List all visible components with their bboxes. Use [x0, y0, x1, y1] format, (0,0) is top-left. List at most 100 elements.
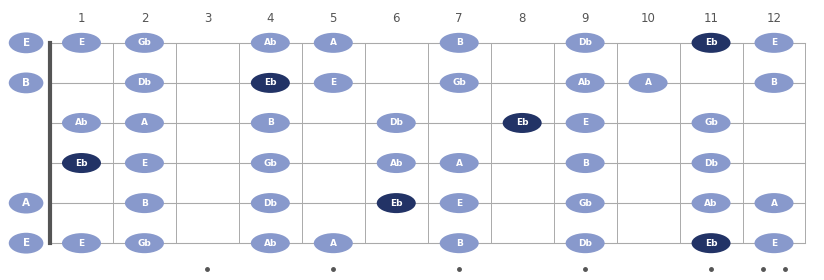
Text: E: E [456, 199, 462, 207]
Ellipse shape [755, 233, 794, 253]
Ellipse shape [250, 33, 290, 53]
Text: B: B [456, 38, 462, 47]
Text: 7: 7 [456, 12, 463, 25]
Ellipse shape [250, 113, 290, 133]
Ellipse shape [565, 33, 605, 53]
Ellipse shape [377, 113, 416, 133]
Text: E: E [22, 238, 30, 248]
Text: E: E [78, 239, 85, 248]
Text: Eb: Eb [75, 158, 87, 167]
Text: Ab: Ab [705, 199, 718, 207]
Text: E: E [771, 239, 777, 248]
Ellipse shape [440, 73, 479, 93]
Text: Eb: Eb [705, 239, 718, 248]
Text: 1: 1 [77, 12, 85, 25]
Ellipse shape [125, 73, 164, 93]
Text: B: B [582, 158, 588, 167]
Text: 12: 12 [766, 12, 781, 25]
Ellipse shape [691, 233, 731, 253]
Text: Eb: Eb [516, 118, 528, 127]
Ellipse shape [440, 233, 479, 253]
Ellipse shape [377, 193, 416, 213]
Ellipse shape [9, 233, 44, 254]
Ellipse shape [565, 73, 605, 93]
Ellipse shape [565, 113, 605, 133]
Text: Gb: Gb [138, 239, 152, 248]
Ellipse shape [565, 153, 605, 173]
Text: Eb: Eb [265, 78, 277, 87]
Ellipse shape [250, 153, 290, 173]
Text: Gb: Gb [138, 38, 152, 47]
Ellipse shape [377, 153, 416, 173]
Ellipse shape [755, 73, 794, 93]
Ellipse shape [314, 73, 353, 93]
Ellipse shape [440, 193, 479, 213]
Text: 9: 9 [582, 12, 589, 25]
Text: E: E [771, 38, 777, 47]
Ellipse shape [565, 233, 605, 253]
Text: A: A [644, 78, 652, 87]
Ellipse shape [250, 73, 290, 93]
Text: B: B [456, 239, 462, 248]
Text: E: E [142, 158, 147, 167]
Text: A: A [770, 199, 778, 207]
Text: Ab: Ab [390, 158, 403, 167]
Text: 8: 8 [518, 12, 526, 25]
Text: A: A [22, 198, 30, 208]
Text: Db: Db [705, 158, 718, 167]
Text: A: A [330, 38, 337, 47]
Text: Gb: Gb [264, 158, 277, 167]
Text: Ab: Ab [264, 239, 277, 248]
Text: 3: 3 [204, 12, 211, 25]
Text: 10: 10 [640, 12, 656, 25]
Text: Eb: Eb [390, 199, 402, 207]
Ellipse shape [62, 113, 101, 133]
Ellipse shape [314, 33, 353, 53]
Text: A: A [330, 239, 337, 248]
Text: B: B [267, 118, 274, 127]
Ellipse shape [314, 233, 353, 253]
Text: B: B [770, 78, 777, 87]
Ellipse shape [125, 33, 164, 53]
Text: Ab: Ab [578, 78, 592, 87]
Ellipse shape [691, 193, 731, 213]
Text: E: E [582, 118, 588, 127]
Ellipse shape [62, 153, 101, 173]
Ellipse shape [503, 113, 541, 133]
Text: A: A [456, 158, 463, 167]
Ellipse shape [125, 233, 164, 253]
Text: 6: 6 [392, 12, 400, 25]
Ellipse shape [691, 153, 731, 173]
Ellipse shape [62, 233, 101, 253]
Ellipse shape [125, 193, 164, 213]
Ellipse shape [565, 193, 605, 213]
Text: Db: Db [389, 118, 403, 127]
Text: Db: Db [264, 199, 278, 207]
Text: Gb: Gb [705, 118, 718, 127]
Text: 11: 11 [704, 12, 719, 25]
Text: Eb: Eb [705, 38, 718, 47]
Text: 2: 2 [141, 12, 148, 25]
Text: Ab: Ab [75, 118, 88, 127]
Text: 5: 5 [330, 12, 337, 25]
Text: Gb: Gb [452, 78, 466, 87]
Ellipse shape [440, 153, 479, 173]
Text: Ab: Ab [264, 38, 277, 47]
Text: 4: 4 [267, 12, 274, 25]
Ellipse shape [250, 233, 290, 253]
Ellipse shape [691, 113, 731, 133]
Ellipse shape [755, 33, 794, 53]
Text: E: E [22, 38, 30, 48]
Text: B: B [141, 199, 147, 207]
Ellipse shape [250, 193, 290, 213]
Ellipse shape [9, 73, 44, 93]
Ellipse shape [125, 153, 164, 173]
Ellipse shape [125, 113, 164, 133]
Ellipse shape [440, 33, 479, 53]
Ellipse shape [755, 193, 794, 213]
Ellipse shape [9, 193, 44, 214]
Text: A: A [141, 118, 148, 127]
Ellipse shape [62, 33, 101, 53]
Ellipse shape [691, 33, 731, 53]
Text: E: E [330, 78, 336, 87]
